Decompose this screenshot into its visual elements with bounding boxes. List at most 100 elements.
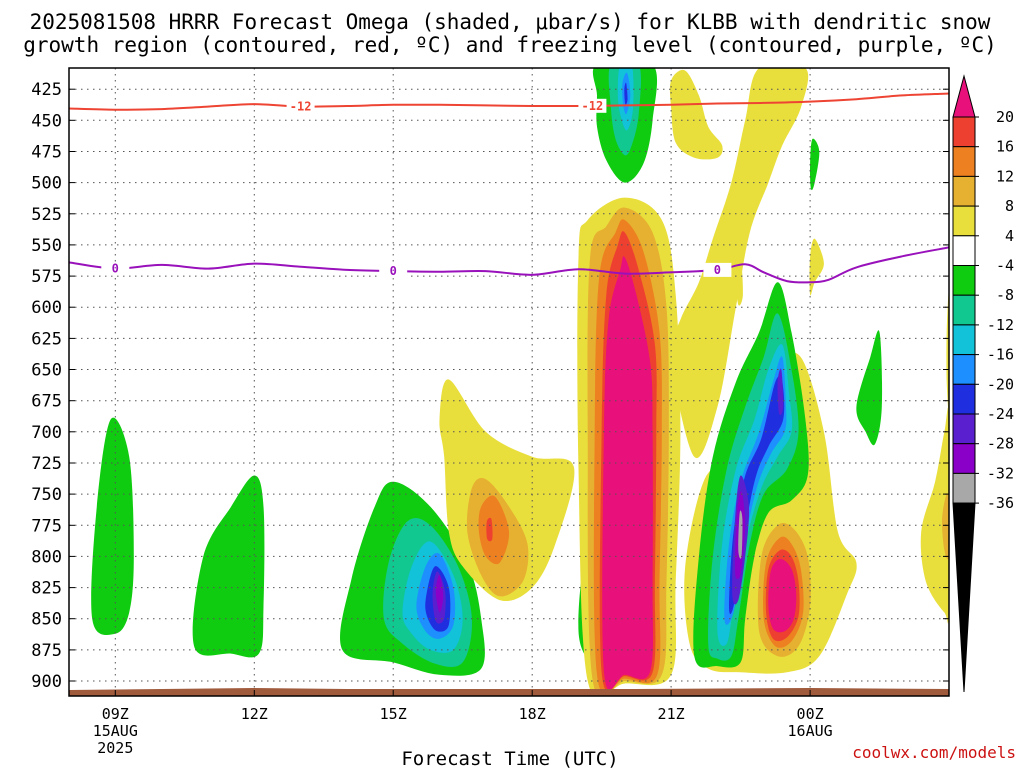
- terrain-ground: [69, 688, 949, 696]
- freezing-level-line: [69, 246, 949, 284]
- freezing-level-label-bg-1: [101, 261, 130, 276]
- colorbar-label-4: 8: [1005, 197, 1014, 215]
- omega-region-32: [729, 376, 785, 615]
- credit-text: coolwx.com/models: [852, 743, 1016, 762]
- omega-region-12: [478, 495, 510, 565]
- y-tick-label-525: 525: [31, 205, 62, 225]
- omega-region-1: [91, 417, 134, 635]
- isotherm-minus12-line: [69, 92, 949, 111]
- omega-region-9: [435, 575, 444, 613]
- y-tick-label-475: 475: [31, 143, 62, 163]
- freezing-level-label-bg-3: [703, 262, 732, 277]
- colorbar-box-6: [952, 265, 976, 296]
- colorbar-box-10: [952, 383, 976, 415]
- x-tick-date-00Z: 16AUG: [788, 722, 833, 740]
- colorbar-box-12: [952, 443, 976, 474]
- plot-frame: [68, 67, 950, 697]
- y-tick-label-425: 425: [31, 80, 62, 100]
- y-tick-label-800: 800: [31, 547, 62, 567]
- y-tick-label-875: 875: [31, 641, 62, 661]
- colorbar-label-9: -16: [987, 346, 1014, 364]
- omega-region-13: [486, 517, 493, 542]
- colorbar-box-9: [952, 354, 976, 385]
- x-tick-label-15Z: 15Z: [380, 705, 407, 723]
- y-tick-label-700: 700: [31, 423, 62, 443]
- y-tick-label-850: 850: [31, 610, 62, 630]
- omega-region-44: [810, 138, 820, 191]
- omega-region-45: [856, 330, 883, 446]
- y-tick-label-825: 825: [31, 579, 62, 599]
- omega-shading-layer: [91, 68, 949, 696]
- x-tick-label-09Z: 09Z: [102, 705, 129, 723]
- colorbar-box-3: [952, 175, 976, 207]
- colorbar-box-2: [952, 146, 976, 177]
- x-tick-date-09Z: 15AUG: [93, 722, 138, 740]
- omega-region-19: [602, 256, 654, 691]
- contour-layer: -12 -12 0 0 0: [69, 92, 949, 284]
- terrain-layer: [69, 688, 949, 696]
- y-tick-label-450: 450: [31, 111, 62, 131]
- colorbar-label-10: -20: [987, 375, 1014, 393]
- colorbar-box-13: [952, 472, 976, 504]
- colorbar-box-5: [952, 235, 976, 267]
- isotherm-minus12-label-2: -12: [582, 99, 604, 113]
- chart-title-line-1: 2025081508 HRRR Forecast Omega (shaded, …: [30, 10, 991, 34]
- freezing-level-label-1: 0: [112, 262, 119, 276]
- omega-region-42: [809, 238, 824, 296]
- colorbar-label-14: -36: [987, 494, 1014, 512]
- y-tick-label-675: 675: [31, 392, 62, 412]
- y-tick-label-500: 500: [31, 174, 62, 194]
- isotherm-minus12-label-bg-2: [578, 98, 607, 113]
- colorbar: 20 16 12 8 4 -4 -8 -12 -16 -20 -24 -28 -32 -36: [952, 74, 1014, 693]
- omega-region-34: [777, 368, 784, 416]
- y-tick-label-900: 900: [31, 672, 62, 692]
- y-tick-label-600: 600: [31, 298, 62, 318]
- colorbar-label-1: 20: [996, 108, 1014, 126]
- y-tick-label-775: 775: [31, 516, 62, 536]
- colorbar-label-2: 16: [996, 138, 1014, 156]
- colorbar-label-11: -24: [987, 405, 1014, 423]
- y-tick-label-550: 550: [31, 236, 62, 256]
- chart-title-line-2: growth region (contoured, red, ºC) and f…: [23, 33, 997, 57]
- colorbar-label-3: 12: [996, 167, 1014, 185]
- grid-layer: [69, 68, 949, 696]
- omega-region-2: [192, 475, 265, 658]
- freezing-level-label-2: 0: [390, 264, 397, 278]
- y-tick-label-575: 575: [31, 267, 62, 287]
- omega-region-36: [738, 510, 743, 559]
- colorbar-label-7: -8: [996, 286, 1014, 304]
- y-tick-label-750: 750: [31, 485, 62, 505]
- freezing-level-label-3: 0: [714, 263, 721, 277]
- y-tick-label-725: 725: [31, 454, 62, 474]
- freezing-level-label-bg-2: [379, 264, 408, 279]
- colorbar-box-8: [952, 324, 976, 356]
- isotherm-minus12-label-1: -12: [290, 100, 312, 114]
- x-tick-label-21Z: 21Z: [658, 705, 685, 723]
- omega-region-24: [624, 82, 628, 105]
- x-tick-label-00Z: 00Z: [797, 705, 824, 723]
- x-axis-label: Forecast Time (UTC): [401, 748, 618, 768]
- colorbar-label-6: -4: [996, 257, 1014, 275]
- colorbar-top-triangle: [952, 74, 976, 118]
- y-axis: 425 450 475 500 525 550 575 600 625 650 675 700 725 7…: [31, 80, 949, 692]
- colorbar-box-7: [952, 294, 976, 326]
- colorbar-label-8: -12: [987, 316, 1014, 334]
- omega-region-46: [920, 407, 949, 624]
- colorbar-label-12: -28: [987, 435, 1014, 453]
- omega-region-41: [768, 558, 797, 633]
- omega-region-25: [669, 69, 723, 160]
- colorbar-box-11: [952, 413, 976, 445]
- x-tick-label-18Z: 18Z: [519, 705, 546, 723]
- colorbar-box-1: [952, 116, 976, 148]
- colorbar-label-13: -32: [987, 464, 1014, 482]
- colorbar-label-5: 4: [1005, 227, 1014, 245]
- x-tick-label-12Z: 12Z: [241, 705, 268, 723]
- omega-region-43: [735, 256, 743, 306]
- colorbar-box-4: [952, 205, 976, 237]
- colorbar-bottom-triangle: [952, 502, 976, 693]
- omega-region-47: [942, 493, 949, 560]
- y-tick-label-625: 625: [31, 329, 62, 349]
- isotherm-minus12-label-bg-1: [286, 99, 315, 114]
